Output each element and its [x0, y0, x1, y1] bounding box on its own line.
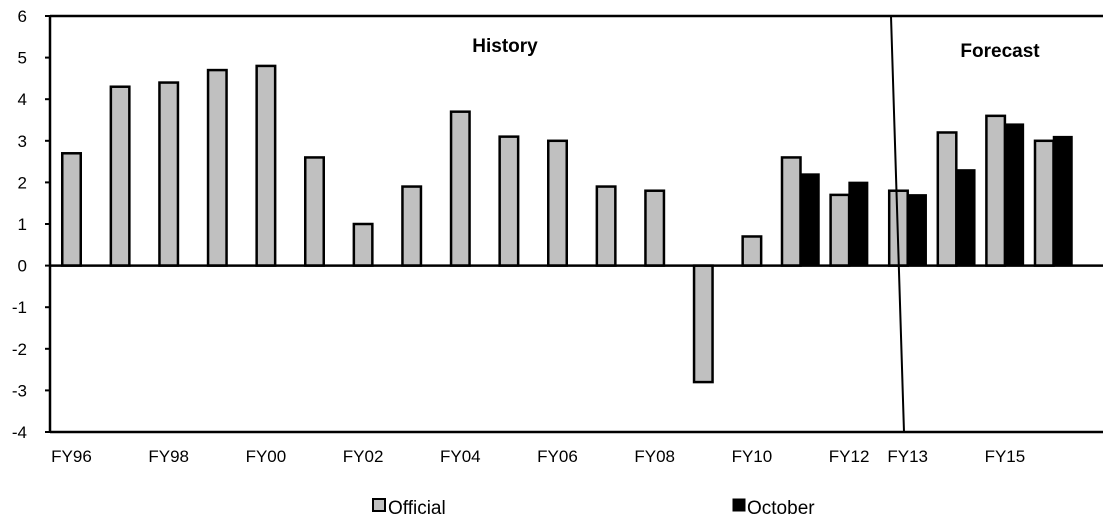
x-tick-label: FY12: [829, 447, 870, 466]
y-tick-label: -4: [12, 423, 27, 442]
forecast-label: Forecast: [960, 41, 1040, 62]
bar-official-fy01: [304, 156, 325, 267]
bar-official-fy14: [936, 131, 958, 267]
y-tick-label: 3: [18, 132, 27, 151]
legend-swatch-official: [372, 498, 386, 512]
bar-october-fy14: [955, 169, 976, 267]
history-label: History: [472, 36, 538, 57]
bar-official-fy99: [206, 68, 228, 267]
bar-official-fy09: [692, 264, 714, 384]
y-tick-label: 2: [18, 173, 27, 192]
bar-october-fy13: [906, 194, 927, 267]
bar-official-fy08: [644, 189, 666, 267]
bar-october-fy11: [799, 173, 820, 267]
forecast-divider: [890, 15, 905, 433]
bar-official-fy07: [595, 185, 617, 267]
y-tick-label: 4: [18, 90, 27, 109]
bar-october-fy16: [1052, 135, 1073, 267]
bar-october-fy12: [848, 181, 869, 267]
x-tick-label: FY98: [148, 447, 189, 466]
bar-official-fy04: [449, 110, 471, 267]
y-tick-label: -3: [12, 381, 27, 400]
bar-official-fy02: [352, 222, 374, 267]
bar-official-fy97: [109, 85, 131, 267]
bar-official-fy10: [741, 235, 763, 267]
axes-layer: 6 5 4 3 2 1 0 -1 -2 -3 -4 FY96 FY98 FY00 FY02 FY04 FY06 F…: [12, 7, 1103, 466]
bar-october-fy15: [1004, 123, 1025, 267]
x-tick-label: FY13: [887, 447, 928, 466]
x-tick-label: FY08: [634, 447, 675, 466]
x-tick-label: FY15: [985, 447, 1026, 466]
legend-label-official: Official: [388, 498, 446, 519]
bar-official-fy03: [401, 185, 423, 267]
y-tick-label: 0: [18, 257, 27, 276]
bar-official-fy98: [158, 81, 180, 267]
x-tick-label: FY06: [537, 447, 578, 466]
x-tick-label: FY10: [732, 447, 773, 466]
bar-official-fy06: [547, 139, 568, 267]
legend-label-october: October: [747, 498, 815, 519]
x-tick-label: FY02: [343, 447, 384, 466]
legend: Official October: [372, 498, 815, 519]
bar-official-fy05: [498, 135, 520, 267]
bar-official-fy96: [61, 152, 82, 267]
bar-official-fy15: [985, 114, 1007, 267]
y-tick-label: 1: [18, 215, 27, 234]
x-tick-label: FY04: [440, 447, 481, 466]
x-tick-label: FY96: [51, 447, 92, 466]
legend-swatch-october: [732, 498, 746, 512]
bars-layer: [61, 64, 1073, 384]
y-tick-label: -1: [12, 298, 27, 317]
x-tick-label: FY00: [246, 447, 287, 466]
bar-official-fy12: [829, 193, 851, 267]
y-tick-label: 5: [18, 49, 27, 68]
bar-official-fy16: [1033, 139, 1055, 267]
bar-official-fy00: [255, 64, 277, 267]
y-tick-label: 6: [18, 7, 27, 26]
bar-official-fy11: [780, 156, 802, 267]
y-tick-label: -2: [12, 340, 27, 359]
